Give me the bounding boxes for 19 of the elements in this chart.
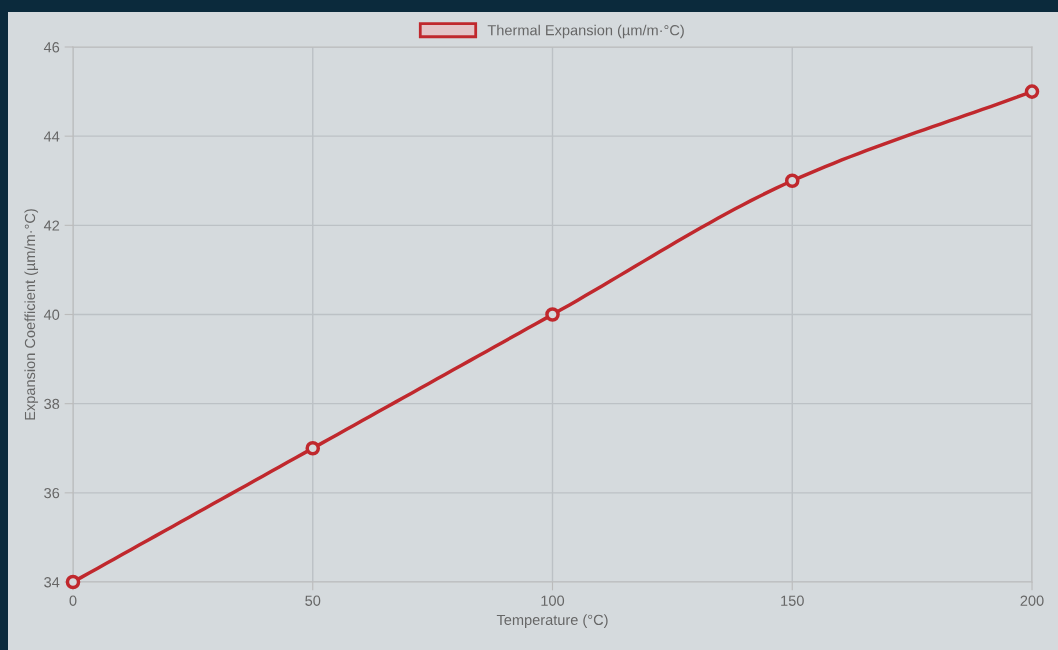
y-tick-label: 42 [43, 220, 60, 231]
point [305, 440, 321, 456]
x-axis-title: Temperature (°C) [496, 614, 608, 628]
x-tick-label: 150 [781, 595, 804, 606]
legend-label: Thermal Expansion (µm/m·°C) [487, 24, 684, 39]
point [545, 307, 560, 322]
point [784, 173, 800, 189]
y-axis-title: Expansion Coefficient (µm/m·°C) [24, 209, 39, 420]
x-tick-label: 50 [305, 595, 321, 606]
y-tick-label: 40 [43, 309, 60, 320]
x-tick-label: 200 [1020, 595, 1044, 606]
y-tick-label: 34 [44, 577, 60, 588]
x-tick-label: 0 [69, 595, 77, 606]
x-tick-label: 100 [541, 595, 565, 606]
point [1024, 84, 1040, 99]
y-tick-label: 46 [43, 42, 60, 53]
y-tick-label: 44 [43, 131, 60, 142]
y-tick-label: 36 [44, 487, 60, 499]
y-tick-label: 38 [44, 398, 60, 410]
